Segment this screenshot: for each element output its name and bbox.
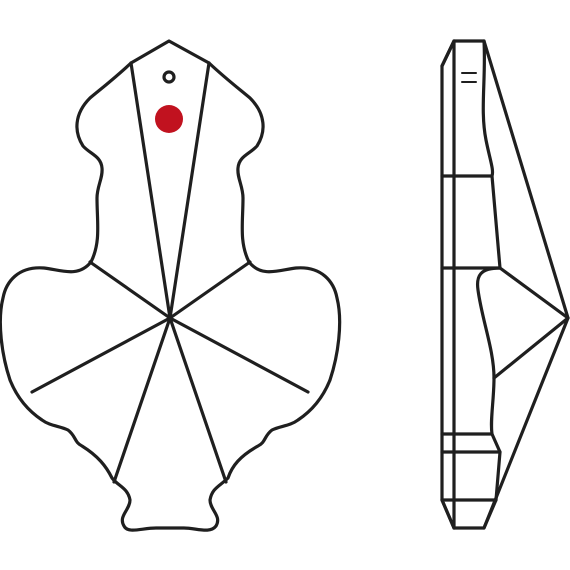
front-view bbox=[0, 39, 342, 532]
facet-line bbox=[168, 260, 252, 320]
facet-line bbox=[168, 61, 211, 320]
side-outline bbox=[440, 39, 570, 530]
facet-line bbox=[112, 316, 172, 484]
facet-line bbox=[168, 316, 310, 394]
facet-line bbox=[168, 316, 228, 484]
facet-line bbox=[129, 61, 172, 320]
side-facet bbox=[492, 316, 570, 380]
red-dot-marker bbox=[155, 105, 183, 133]
inner-profile bbox=[475, 39, 502, 530]
side-facet bbox=[498, 266, 570, 320]
facet-line bbox=[88, 260, 172, 320]
side-rail bbox=[440, 39, 456, 68]
mounting-hole bbox=[162, 70, 176, 84]
side-view bbox=[440, 39, 570, 530]
facet-line bbox=[30, 316, 172, 394]
side-rail bbox=[440, 498, 456, 530]
